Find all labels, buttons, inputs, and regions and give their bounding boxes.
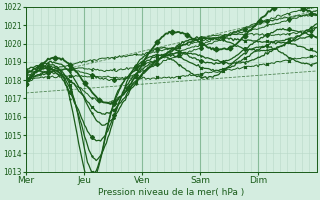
X-axis label: Pression niveau de la mer( hPa ): Pression niveau de la mer( hPa ) [98, 188, 244, 197]
